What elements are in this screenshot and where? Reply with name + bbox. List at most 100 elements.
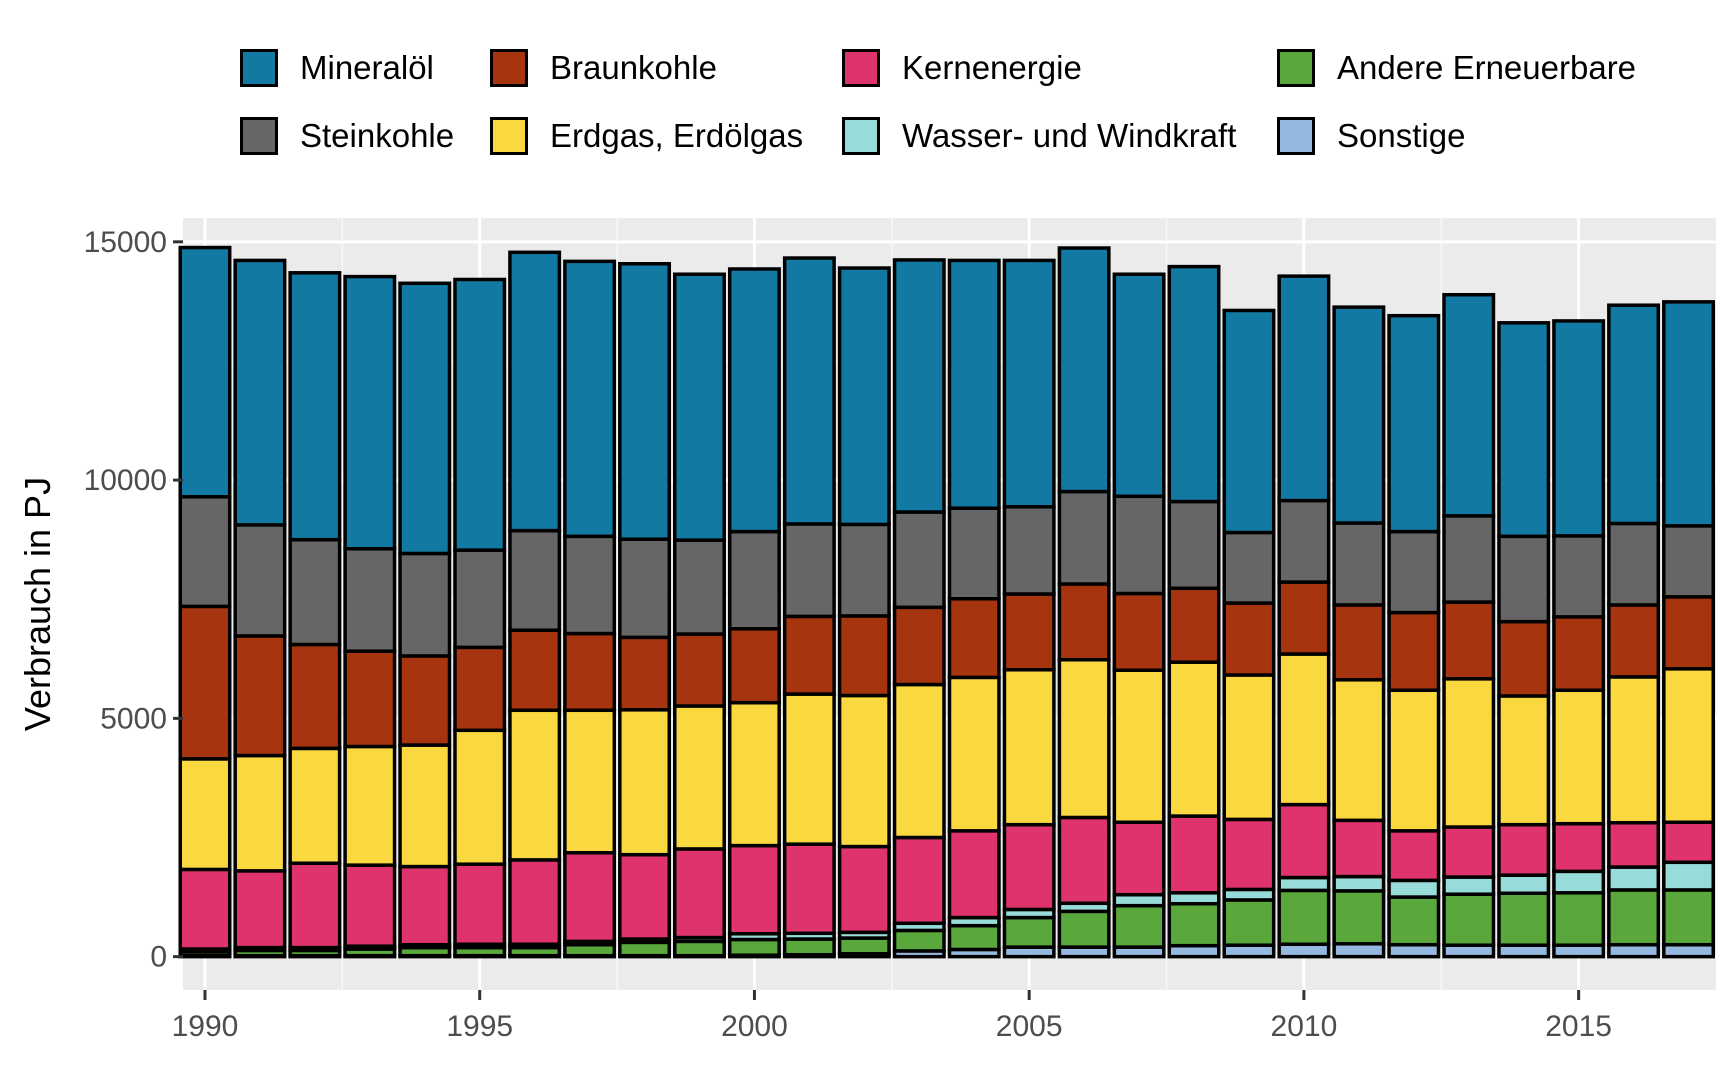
bar-mineralöl-1993 (343, 274, 397, 551)
legend-item-erdgas: Erdgas, Erdölgas (490, 114, 803, 158)
y-axis: 0 5000 10000 15000 (84, 226, 183, 974)
legend-item-braunkohle: Braunkohle (490, 46, 717, 90)
bar-wasser-und-windkraft-2012 (1387, 878, 1441, 899)
bar-steinkohle-1994 (398, 551, 452, 658)
bar-braunkohle-1992 (288, 642, 342, 751)
legend: Mineralöl Steinkohle Braunkohle Erdgas, … (240, 40, 1720, 160)
bar-braunkohle-1994 (398, 654, 452, 747)
y-tick-label: 0 (150, 941, 167, 974)
bar-wasser-und-windkraft-2017 (1662, 860, 1716, 892)
y-tick-label: 10000 (84, 464, 167, 497)
legend-label-wasser-wind: Wasser- und Windkraft (902, 117, 1237, 154)
bar-mineralöl-2004 (947, 258, 1001, 510)
bar-erdgas-erdölgas-2011 (1332, 678, 1386, 823)
bar-steinkohle-2007 (1112, 494, 1166, 596)
bar-braunkohle-1991 (233, 634, 287, 758)
bar-erdgas-erdölgas-2008 (1167, 660, 1221, 818)
bar-stack-1991 (233, 258, 287, 959)
bar-kernenergie-2015 (1552, 821, 1606, 874)
legend-item-kernenergie: Kernenergie (842, 46, 1082, 90)
bar-kernenergie-2014 (1497, 822, 1551, 877)
bar-kernenergie-1991 (233, 869, 287, 950)
bar-erdgas-erdölgas-1990 (178, 757, 232, 872)
legend-label-steinkohle: Steinkohle (300, 117, 455, 154)
x-tick-label: 1995 (446, 1010, 513, 1043)
bar-erdgas-erdölgas-2014 (1497, 694, 1551, 827)
bar-erdgas-erdölgas-1997 (563, 708, 617, 855)
bar-erdgas-erdölgas-2017 (1662, 667, 1716, 825)
bar-stack-1996 (508, 250, 562, 959)
bar-mineralöl-2001 (782, 256, 836, 526)
y-tick-label: 5000 (100, 702, 167, 735)
bar-erdgas-erdölgas-2001 (782, 692, 836, 846)
bar-braunkohle-1999 (673, 632, 726, 708)
bar-braunkohle-2012 (1387, 610, 1441, 693)
bar-braunkohle-2000 (727, 627, 781, 705)
bar-erdgas-erdölgas-2002 (837, 693, 891, 849)
bar-stack-2000 (727, 267, 781, 959)
bar-steinkohle-2017 (1662, 524, 1716, 599)
bar-steinkohle-2012 (1387, 529, 1441, 615)
bar-braunkohle-2001 (782, 614, 836, 696)
bar-braunkohle-2005 (1002, 592, 1056, 672)
bar-andere-erneuerbare-2001 (782, 937, 836, 957)
bar-stack-2014 (1497, 321, 1551, 959)
bar-mineralöl-1996 (508, 250, 562, 533)
bar-andere-erneuerbare-2010 (1277, 888, 1331, 947)
bar-steinkohle-1991 (233, 523, 287, 638)
bar-stack-2013 (1442, 292, 1496, 959)
bar-erdgas-erdölgas-1994 (398, 743, 452, 869)
x-tick-label: 2015 (1545, 1010, 1612, 1043)
bar-steinkohle-1997 (563, 534, 617, 636)
bar-steinkohle-2008 (1167, 499, 1221, 591)
bar-steinkohle-1998 (618, 537, 672, 640)
bar-kernenergie-2009 (1222, 817, 1276, 892)
bar-braunkohle-2016 (1607, 603, 1661, 679)
bar-erdgas-erdölgas-2000 (727, 700, 781, 848)
legend-label-mineraloel: Mineralöl (300, 49, 434, 86)
bar-steinkohle-2002 (837, 522, 891, 618)
bar-braunkohle-2010 (1277, 580, 1331, 656)
x-axis: 1990 1995 2000 2005 2010 2015 (172, 990, 1612, 1043)
bar-stack-2005 (1002, 258, 1056, 959)
bar-kernenergie-1995 (453, 862, 507, 947)
bar-erdgas-erdölgas-2005 (1002, 668, 1056, 827)
bar-wasser-und-windkraft-2011 (1332, 874, 1386, 893)
bar-braunkohle-1997 (563, 631, 617, 713)
bar-mineralöl-2003 (892, 258, 946, 514)
x-tick-label: 2005 (996, 1010, 1063, 1043)
bar-braunkohle-2008 (1167, 586, 1221, 664)
bar-wasser-und-windkraft-2014 (1497, 873, 1551, 896)
bar-steinkohle-2009 (1222, 530, 1276, 605)
bar-stack-2002 (837, 266, 891, 959)
bar-andere-erneuerbare-2000 (727, 937, 781, 957)
bar-braunkohle-2006 (1057, 582, 1111, 662)
legend-label-sonstige: Sonstige (1337, 117, 1466, 154)
bar-mineralöl-2010 (1277, 274, 1331, 503)
bar-erdgas-erdölgas-1999 (673, 704, 726, 851)
bar-erdgas-erdölgas-1995 (453, 728, 507, 866)
bar-kernenergie-2005 (1002, 822, 1056, 912)
bar-stack-2004 (947, 258, 1001, 959)
bar-braunkohle-2009 (1222, 601, 1276, 677)
bar-mineralöl-2000 (727, 267, 781, 534)
bar-stack-2015 (1552, 319, 1606, 959)
x-tick-label: 1990 (172, 1010, 239, 1043)
bar-andere-erneuerbare-2002 (837, 936, 891, 956)
legend-swatch-mineraloel (240, 49, 278, 87)
bar-stack-2012 (1387, 313, 1441, 959)
bar-steinkohle-2004 (947, 506, 1001, 601)
x-tick-label: 2010 (1271, 1010, 1338, 1043)
bar-mineralöl-2009 (1222, 308, 1276, 535)
bar-kernenergie-2013 (1442, 825, 1496, 879)
bar-steinkohle-1993 (343, 546, 397, 653)
bar-andere-erneuerbare-2005 (1002, 915, 1056, 949)
bar-stack-2017 (1662, 300, 1716, 959)
bar-kernenergie-2006 (1057, 815, 1111, 906)
bar-steinkohle-1996 (508, 528, 562, 632)
bar-kernenergie-2003 (892, 835, 946, 926)
bar-sonstige-2011 (1332, 942, 1386, 959)
bar-steinkohle-2015 (1552, 534, 1606, 619)
bar-stack-1992 (288, 271, 342, 959)
